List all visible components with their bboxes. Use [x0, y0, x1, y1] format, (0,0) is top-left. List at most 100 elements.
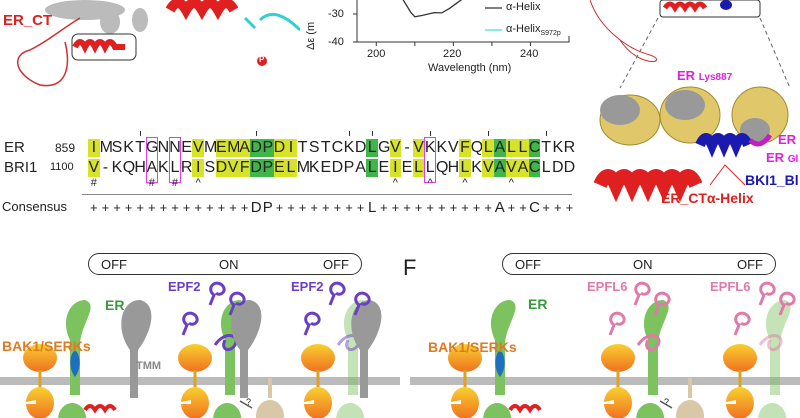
residue: G	[146, 139, 159, 156]
consensus-symbol: +	[565, 200, 574, 215]
residue-marker: ^	[427, 177, 433, 189]
residue: -	[102, 159, 109, 176]
residue: A	[494, 139, 506, 157]
consensus-symbol: +	[171, 200, 179, 215]
state-off: OFF	[737, 257, 763, 272]
residue: K	[308, 159, 320, 176]
er-gly-label: ER Gl	[766, 150, 799, 165]
consensus-symbol: +	[519, 200, 527, 215]
position-tick	[255, 131, 257, 136]
residue: V	[505, 159, 518, 177]
consensus-symbol: +	[554, 200, 562, 215]
bak1-ectodomain	[178, 344, 212, 372]
residue: K	[424, 139, 436, 156]
consensus-symbol: +	[217, 200, 226, 215]
tmm-receptor	[121, 300, 152, 398]
residue: V	[192, 139, 204, 157]
er-ct-label: ER_CT	[3, 12, 53, 29]
residue: E	[215, 139, 228, 157]
ligand-peptide-icon	[303, 311, 321, 336]
residue: S	[204, 159, 216, 176]
residue: D	[552, 159, 564, 176]
residue: L	[425, 159, 435, 176]
residue: L	[366, 139, 378, 157]
er-kinase	[336, 402, 365, 418]
er-kinase	[58, 402, 87, 418]
consensus-symbol: +	[461, 200, 469, 215]
position-tick	[139, 131, 141, 136]
residue: E	[181, 139, 192, 156]
residue: V	[448, 139, 459, 156]
residue: E	[401, 159, 413, 176]
residue-marker: ^	[462, 177, 468, 189]
residue: D	[354, 139, 367, 156]
bak1-ectodomain	[601, 344, 635, 372]
er-bki1-structure-image	[590, 0, 791, 203]
residue: D	[331, 159, 344, 176]
residue: V	[389, 139, 402, 157]
receptor-complex	[23, 344, 57, 418]
consensus-label: Consensus	[2, 199, 68, 214]
state-off: OFF	[515, 257, 541, 272]
residue: V	[482, 159, 494, 177]
arrow-icon	[659, 400, 673, 409]
residue: A	[146, 159, 158, 176]
receptor-complex	[301, 344, 335, 418]
consensus-symbol: +	[90, 200, 98, 215]
residue-marker: #	[148, 177, 155, 189]
epf2-label: EPF2	[168, 279, 201, 294]
position-tick	[429, 131, 431, 136]
residue: N	[169, 139, 181, 156]
residue: H	[134, 159, 146, 176]
consensus-symbol: +	[380, 200, 388, 215]
residue-marker: ^	[195, 177, 201, 189]
er-ct-helix-icon	[508, 404, 542, 414]
residue: H	[447, 159, 460, 176]
x-axis-label: Wavelength (nm)	[428, 62, 512, 74]
bki1-label: BKI1_Bl	[745, 172, 799, 188]
residue: K	[471, 159, 482, 176]
residue: D	[273, 139, 286, 157]
state-bar-f: OFF ON OFF	[502, 253, 776, 275]
sequence-name: BRI1	[4, 159, 38, 176]
residue-marker: #	[171, 177, 179, 189]
consensus-symbol: +	[275, 200, 284, 215]
residue: D	[250, 159, 262, 177]
series-line	[402, 0, 463, 18]
consensus-symbol: +	[310, 200, 318, 215]
consensus-symbol: +	[229, 200, 237, 215]
bak1-kinase	[26, 387, 54, 418]
sequence-alignment: ER 859 I M S K T G N N E V M E M A D P D I T S T C K D L G V - V K K V F Q L…	[0, 125, 590, 245]
residue: L	[170, 159, 180, 176]
position-tick	[371, 131, 373, 136]
consensus-symbol: C	[529, 199, 541, 216]
consensus-symbol: +	[449, 200, 458, 215]
er-label: ER	[528, 296, 548, 312]
residue: P	[262, 139, 274, 157]
residue: D	[215, 159, 228, 177]
position-tick	[545, 131, 547, 136]
residue: M	[227, 139, 241, 157]
residue: A	[238, 139, 251, 157]
x-tick: 220	[443, 48, 462, 60]
er-ct-structure-image	[16, 0, 300, 87]
residue: T	[320, 139, 331, 156]
consensus-symbol: +	[414, 200, 423, 215]
state-on: ON	[219, 257, 239, 272]
bak1-kinase	[304, 387, 332, 418]
residue: T	[541, 139, 552, 156]
ligand-peptide-icon	[208, 281, 226, 306]
consensus-symbol: +	[333, 200, 342, 215]
ligand-peptide-icon	[733, 311, 751, 336]
sequence-start: 859	[55, 141, 76, 155]
tmm-receptor	[231, 300, 262, 398]
residue-marker: ^	[392, 177, 398, 189]
residue: F	[238, 159, 251, 177]
bak1-kinase	[181, 387, 209, 418]
residue: R	[563, 139, 576, 156]
residue: C	[528, 159, 541, 177]
x-tick: 200	[367, 48, 386, 60]
consensus-symbol: +	[438, 200, 446, 215]
y-axis-label: Δε (m	[305, 21, 317, 50]
residue: L	[366, 159, 378, 177]
